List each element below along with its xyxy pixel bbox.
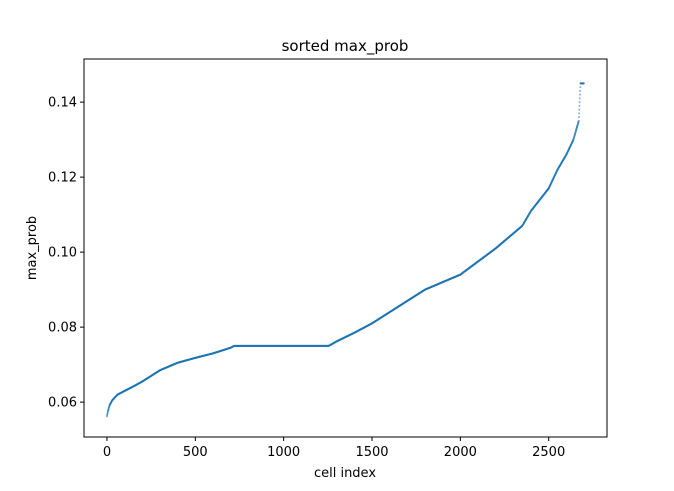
data-point	[578, 101, 581, 104]
plot-area-frame	[83, 58, 608, 438]
data-point	[582, 82, 585, 85]
data-point	[578, 104, 581, 107]
data-point	[579, 86, 582, 89]
x-tick-label: 2000	[444, 445, 477, 460]
scatter-points	[105, 82, 585, 418]
x-axis-label: cell index	[314, 466, 376, 481]
y-tick-label: 0.10	[48, 246, 77, 261]
x-tick-label: 1500	[355, 445, 388, 460]
y-tick-label: 0.12	[48, 171, 77, 186]
x-tick-label: 500	[183, 445, 208, 460]
x-axis-ticks: 0 500 1000 1500 2000 2500	[103, 437, 565, 460]
y-axis-label: max_prob	[25, 216, 40, 280]
y-axis-ticks: 0.06 0.08 0.10 0.12 0.14	[48, 96, 84, 411]
data-point	[578, 93, 581, 96]
y-tick-label: 0.08	[48, 321, 77, 336]
data-point	[577, 119, 580, 122]
data-point	[578, 97, 581, 100]
data-point	[577, 116, 580, 119]
y-tick-label: 0.06	[48, 396, 77, 411]
x-tick-label: 2500	[532, 445, 565, 460]
x-tick-label: 0	[103, 445, 111, 460]
x-tick-label: 1000	[267, 445, 300, 460]
chart-title: sorted max_prob	[282, 37, 409, 56]
data-point	[578, 108, 581, 111]
y-tick-label: 0.14	[48, 96, 77, 111]
data-point	[578, 112, 581, 115]
data-point	[579, 89, 582, 92]
